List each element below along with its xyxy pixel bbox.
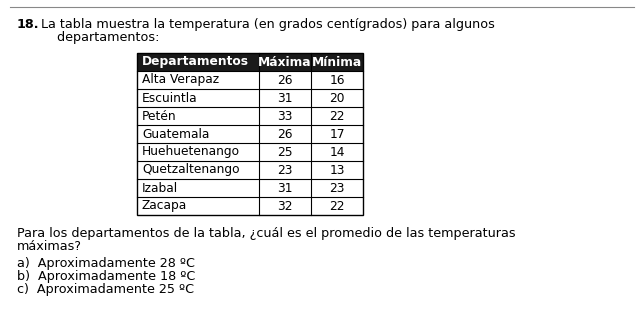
Text: Quetzaltenango: Quetzaltenango (142, 163, 240, 177)
Text: b)  Aproximadamente 18 ºC: b) Aproximadamente 18 ºC (17, 270, 195, 283)
Text: Izabal: Izabal (142, 181, 178, 195)
Text: Máxima: Máxima (258, 56, 312, 69)
Text: Para los departamentos de la tabla, ¿cuál es el promedio de las temperaturas: Para los departamentos de la tabla, ¿cuá… (17, 227, 516, 240)
Text: 23: 23 (278, 163, 293, 177)
Text: 18.: 18. (17, 18, 39, 31)
Text: 16: 16 (329, 74, 345, 87)
Text: Petén: Petén (142, 110, 176, 123)
Text: máximas?: máximas? (17, 240, 82, 253)
Text: 22: 22 (329, 110, 345, 123)
Text: 25: 25 (277, 145, 293, 159)
Text: Mínima: Mínima (312, 56, 362, 69)
Text: 31: 31 (278, 92, 293, 105)
Text: Huehuetenango: Huehuetenango (142, 145, 240, 159)
Text: 17: 17 (329, 127, 345, 141)
Text: 13: 13 (329, 163, 345, 177)
Text: 23: 23 (329, 181, 345, 195)
Text: Escuintla: Escuintla (142, 92, 198, 105)
Text: c)  Aproximadamente 25 ºC: c) Aproximadamente 25 ºC (17, 283, 194, 296)
Text: 33: 33 (278, 110, 293, 123)
Text: Alta Verapaz: Alta Verapaz (142, 74, 219, 87)
Text: 22: 22 (329, 199, 345, 212)
Text: 26: 26 (278, 74, 293, 87)
Bar (137, 53, 363, 71)
Text: Departamentos: Departamentos (142, 56, 249, 69)
Text: La tabla muestra la temperatura (en grados centígrados) para algunos: La tabla muestra la temperatura (en grad… (41, 18, 495, 31)
Text: 32: 32 (278, 199, 293, 212)
Text: 20: 20 (329, 92, 345, 105)
Text: 31: 31 (278, 181, 293, 195)
Text: Zacapa: Zacapa (142, 199, 187, 212)
Text: departamentos:: departamentos: (41, 31, 160, 44)
Bar (137, 53, 363, 215)
Text: 26: 26 (278, 127, 293, 141)
Text: a)  Aproximadamente 28 ºC: a) Aproximadamente 28 ºC (17, 257, 195, 270)
Text: 14: 14 (329, 145, 345, 159)
Text: Guatemala: Guatemala (142, 127, 209, 141)
